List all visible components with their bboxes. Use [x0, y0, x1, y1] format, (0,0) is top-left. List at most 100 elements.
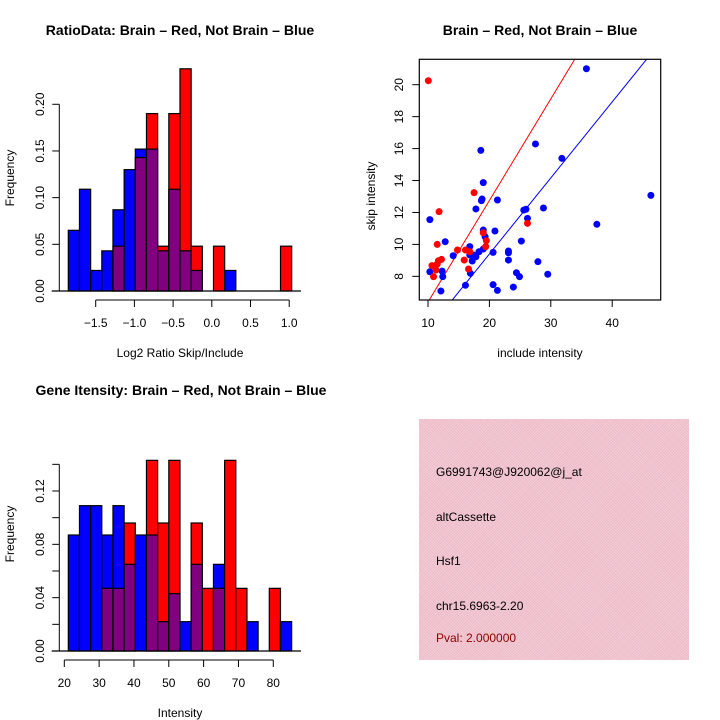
- point-brain: [465, 265, 473, 273]
- bar-overlap: [212, 587, 226, 652]
- bar-overlap: [157, 250, 170, 292]
- point-brain: [466, 248, 474, 256]
- x-tick-label: 0.5: [242, 316, 259, 330]
- point-brain: [470, 189, 478, 197]
- bar-brain: [235, 587, 248, 652]
- point-brain: [435, 208, 443, 216]
- point-not-brain: [558, 154, 566, 162]
- point-not-brain: [509, 283, 517, 291]
- chart-title: RatioData: Brain – Red, Not Brain – Blue: [46, 22, 315, 38]
- bar-not-brain: [78, 188, 92, 292]
- bar-overlap: [168, 593, 181, 652]
- y-tick-label: 0.00: [33, 639, 47, 663]
- y-tick-label: 0.10: [33, 186, 47, 210]
- point-brain: [430, 273, 438, 281]
- y-tick-label: 10: [392, 237, 406, 251]
- x-tick-label: 40: [127, 676, 141, 690]
- x-tick-label: 10: [421, 316, 435, 330]
- point-not-brain: [468, 257, 476, 265]
- point-not-brain: [426, 216, 434, 224]
- x-tick-label: 1.0: [281, 316, 298, 330]
- intensity-histogram: Gene Itensity: Brain – Red, Not Brain – …: [3, 382, 327, 720]
- point-brain: [453, 246, 461, 254]
- y-axis-label: skip intensity: [364, 162, 378, 231]
- point-not-brain: [493, 286, 501, 294]
- bar-not-brain: [123, 169, 136, 292]
- point-not-brain: [504, 256, 512, 264]
- point-brain: [433, 240, 441, 248]
- x-tick-label: 70: [232, 676, 246, 690]
- y-tick-label: 18: [392, 110, 406, 124]
- point-not-brain: [531, 140, 539, 148]
- point-not-brain: [472, 205, 480, 213]
- point-brain: [460, 256, 468, 264]
- bar-overlap: [134, 156, 148, 292]
- bar-not-brain: [90, 505, 103, 652]
- bar-not-brain: [134, 534, 148, 652]
- y-tick-label: 8: [392, 273, 406, 280]
- x-tick-label: −0.5: [161, 316, 185, 330]
- point-brain: [424, 77, 432, 85]
- ratio-histogram: RatioData: Brain – Red, Not Brain – Blue…: [3, 22, 314, 360]
- bar-overlap: [145, 534, 159, 652]
- point-not-brain: [493, 196, 501, 204]
- point-not-brain: [477, 197, 485, 205]
- y-tick-label: 20: [392, 78, 406, 92]
- x-tick-label: 30: [544, 316, 558, 330]
- event-type: altCassette: [436, 510, 497, 524]
- bar-not-brain: [224, 269, 237, 292]
- y-tick-label: 0.08: [33, 532, 47, 556]
- probe-id: G6991743@J920062@j_at: [436, 465, 582, 479]
- point-not-brain: [593, 220, 601, 228]
- gene-name: Hsf1: [436, 554, 461, 568]
- x-tick-label: 80: [267, 676, 281, 690]
- x-axis-label: Intensity: [158, 706, 203, 720]
- bar-not-brain: [179, 621, 192, 652]
- point-brain: [479, 229, 487, 237]
- bar-brain: [224, 459, 237, 652]
- pval: Pval: 2.000000: [436, 631, 517, 645]
- bar-overlap: [179, 250, 192, 292]
- bar-brain: [212, 245, 226, 292]
- point-brain: [482, 237, 490, 245]
- point-not-brain: [489, 281, 497, 289]
- scatter-plot: Brain – Red, Not Brain – Blue include int…: [364, 22, 662, 360]
- x-tick-label: 20: [58, 676, 72, 690]
- bar-overlap: [112, 245, 125, 292]
- bar-not-brain: [78, 505, 92, 652]
- chart-title: Brain – Red, Not Brain – Blue: [443, 22, 638, 38]
- point-not-brain: [504, 249, 512, 257]
- y-tick-label: 16: [392, 142, 406, 156]
- bar-brain: [279, 245, 293, 292]
- bar-overlap: [145, 148, 159, 292]
- point-not-brain: [441, 238, 449, 246]
- y-tick-label: 0.15: [33, 139, 47, 163]
- point-not-brain: [479, 179, 487, 187]
- fit-line: [428, 59, 576, 300]
- bar-overlap: [168, 188, 181, 292]
- fit-line: [451, 59, 647, 300]
- bar-not-brain: [101, 250, 114, 292]
- bar-not-brain: [67, 229, 81, 292]
- bar-not-brain: [279, 621, 293, 652]
- x-tick-label: 60: [197, 676, 211, 690]
- point-not-brain: [438, 267, 446, 275]
- point-brain: [482, 243, 490, 251]
- location: chr15.6963-2.20: [436, 599, 524, 613]
- y-axis-label: Frequency: [3, 506, 17, 563]
- x-tick-label: 30: [92, 676, 106, 690]
- y-tick-label: 0.05: [33, 232, 47, 256]
- point-not-brain: [515, 273, 523, 281]
- x-tick-label: −1.5: [84, 316, 108, 330]
- bar-not-brain: [90, 269, 103, 292]
- bar-overlap: [190, 563, 203, 652]
- point-not-brain: [491, 227, 499, 235]
- x-tick-label: −1.0: [123, 316, 147, 330]
- y-tick-label: 0.04: [33, 586, 47, 610]
- point-not-brain: [517, 237, 525, 245]
- x-tick-label: 0.0: [203, 316, 220, 330]
- bar-overlap: [123, 563, 136, 652]
- point-not-brain: [449, 252, 457, 260]
- bar-not-brain: [67, 534, 81, 652]
